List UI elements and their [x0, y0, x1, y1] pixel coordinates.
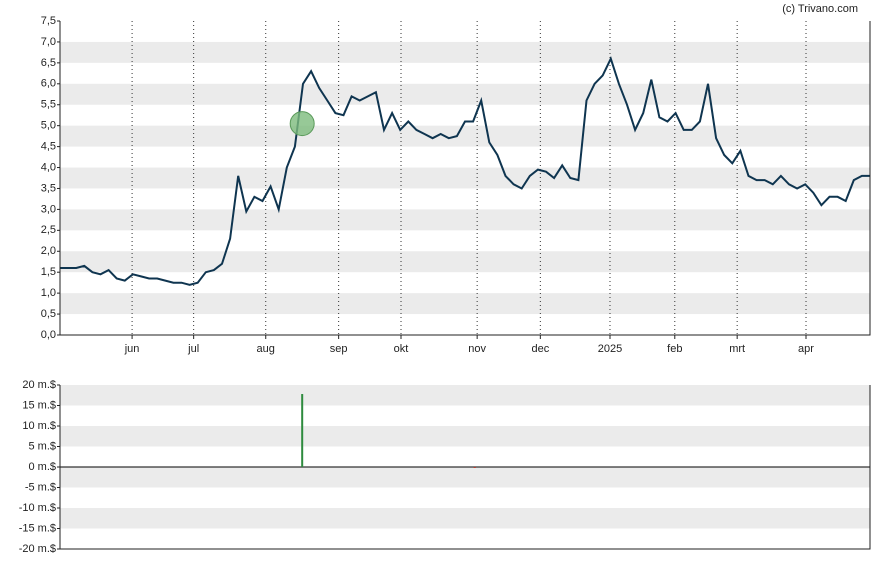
y-tick-label: 6,5 — [41, 57, 56, 69]
y-tick-label: -20 m.$ — [19, 543, 56, 555]
x-tick-label: sep — [330, 343, 348, 355]
grid-band — [60, 426, 870, 447]
x-tick-label: feb — [667, 343, 682, 355]
y-tick-label: 1,5 — [41, 266, 56, 278]
plot-frame — [59, 21, 871, 336]
y-tick-label: 2,5 — [41, 224, 56, 236]
grid-band — [60, 41, 870, 63]
volume-bar — [473, 467, 476, 468]
y-tick-label: 1,0 — [41, 287, 56, 299]
grid-band — [60, 167, 870, 189]
plot-frame — [59, 385, 871, 550]
y-tick-label: 5,0 — [41, 120, 56, 132]
x-tick-label: jul — [187, 343, 199, 355]
y-tick-label: 5,5 — [41, 99, 56, 111]
y-tick-label: -15 m.$ — [19, 522, 56, 534]
grid-band — [60, 125, 870, 147]
y-tick-label: 5 m.$ — [28, 440, 56, 452]
credit: (c) Trivano.com — [782, 3, 858, 15]
grid-band — [60, 467, 870, 488]
x-tick-label: okt — [394, 343, 409, 355]
grid-band — [60, 385, 870, 406]
grid-band — [60, 293, 870, 315]
y-tick-label: 2,0 — [41, 245, 56, 257]
y-tick-label: 3,0 — [41, 203, 56, 215]
y-tick-label: 4,0 — [41, 161, 56, 173]
volume-bar — [301, 394, 304, 467]
grid-band — [60, 508, 870, 529]
y-tick-label: 20 m.$ — [22, 379, 56, 391]
y-tick-label: -10 m.$ — [19, 502, 56, 514]
y-tick-label: 0,0 — [41, 329, 56, 341]
grid-band — [60, 209, 870, 231]
x-tick-label: jun — [124, 343, 140, 355]
y-tick-label: 0 m.$ — [28, 461, 56, 473]
y-tick-label: 15 m.$ — [22, 399, 56, 411]
event-marker — [289, 111, 315, 137]
y-tick-label: 7,5 — [41, 15, 56, 27]
x-tick-label: 2025 — [598, 343, 622, 355]
x-tick-label: nov — [468, 343, 486, 355]
grid-band — [60, 251, 870, 273]
y-tick-label: 3,5 — [41, 182, 56, 194]
x-tick-label: mrt — [729, 343, 745, 355]
y-tick-label: 7,0 — [41, 36, 56, 48]
x-tick-label: aug — [257, 343, 275, 355]
x-tick-label: dec — [531, 343, 549, 355]
y-tick-label: 0,5 — [41, 308, 56, 320]
x-tick-label: apr — [798, 343, 814, 355]
y-tick-label: 6,0 — [41, 78, 56, 90]
y-tick-label: 10 m.$ — [22, 420, 56, 432]
y-tick-label: -5 m.$ — [25, 481, 56, 493]
price-line — [60, 56, 870, 286]
grid-band — [60, 83, 870, 105]
y-tick-label: 4,5 — [41, 141, 56, 153]
